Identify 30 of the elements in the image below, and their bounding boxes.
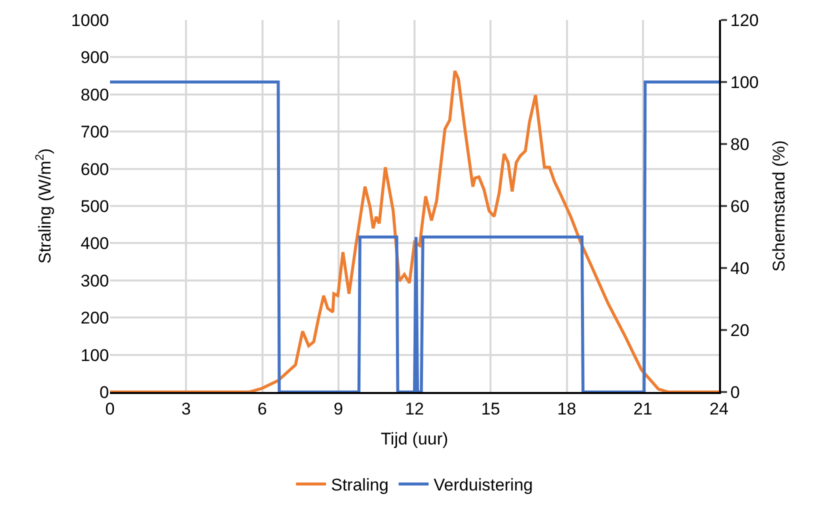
y2-tick-label: 100 <box>730 72 759 92</box>
y-tick-label: 900 <box>80 48 109 68</box>
y-tick-label: 200 <box>80 308 109 328</box>
y2-axis-title: Schermstand (%) <box>770 140 789 272</box>
x-tick-label: 21 <box>633 399 652 418</box>
x-tick-label: 3 <box>181 399 191 418</box>
legend-label: Straling <box>331 476 389 495</box>
y2-tick-label: 60 <box>730 196 750 216</box>
y-tick-label: 300 <box>80 271 109 290</box>
y2-tick-label: 0 <box>730 382 740 402</box>
y2-tick-label: 20 <box>730 320 750 340</box>
y-tick-label: 1000 <box>71 10 109 30</box>
y-tick-label: 600 <box>80 160 109 179</box>
y-tick-label: 0 <box>100 382 109 402</box>
x-tick-label: 15 <box>481 399 500 418</box>
y-tick-label: 700 <box>80 122 109 142</box>
y-tick-label: 100 <box>80 346 109 365</box>
y2-tick-label: 40 <box>730 258 750 278</box>
y2-tick-label: 120 <box>730 10 759 30</box>
x-tick-label: 9 <box>334 399 344 418</box>
y-tick-label: 800 <box>80 85 109 104</box>
x-tick-label: 6 <box>258 399 267 418</box>
y-tick-label: 500 <box>80 196 109 216</box>
x-tick-label: 12 <box>405 399 424 418</box>
legend-label: Verduistering <box>434 476 533 495</box>
x-tick-label: 24 <box>710 399 728 418</box>
x-tick-label: 18 <box>557 399 576 418</box>
x-axis-title: Tijd (uur) <box>380 429 448 448</box>
y2-tick-label: 80 <box>730 134 750 154</box>
y-tick-label: 400 <box>80 234 109 254</box>
